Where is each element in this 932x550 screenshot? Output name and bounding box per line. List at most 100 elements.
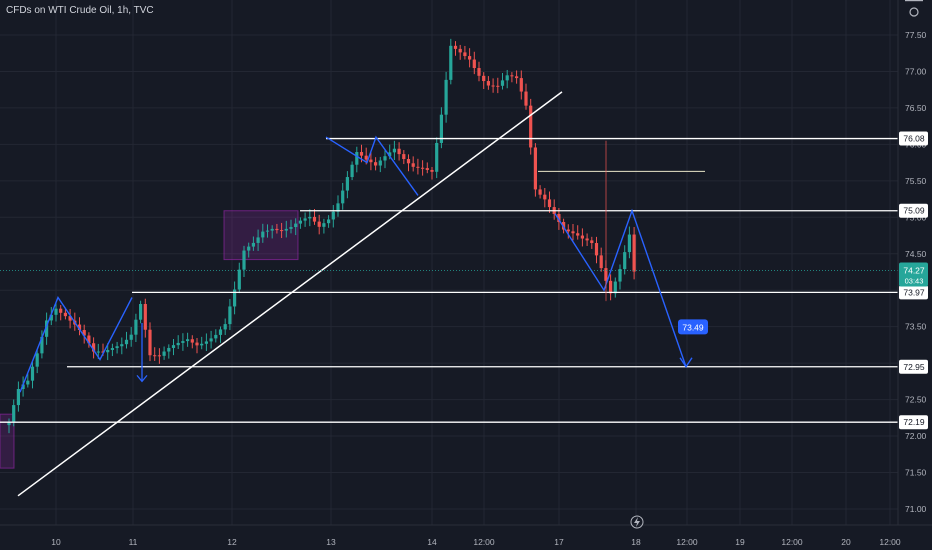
candle-body: [106, 349, 110, 353]
candle-body: [355, 152, 359, 165]
x-tick-label: 12:00: [676, 537, 698, 547]
candle-body: [585, 238, 589, 241]
candle-body: [308, 216, 312, 219]
candle-body: [547, 199, 552, 208]
candle-body: [538, 189, 542, 195]
y-tick-label: 72.50: [905, 395, 927, 405]
level-price-label: 75.09: [903, 206, 925, 216]
candle-body: [411, 163, 415, 167]
y-tick-label: 77.00: [905, 66, 927, 76]
candle-body: [519, 78, 523, 92]
level-price-label: 72.95: [903, 362, 925, 372]
lightning-icon: [630, 515, 644, 529]
candle-body: [242, 250, 246, 270]
level-price-tag: [899, 131, 928, 146]
candle-body: [406, 159, 411, 164]
candles: [7, 38, 636, 434]
candle-body: [139, 303, 143, 320]
candle-body: [294, 223, 298, 228]
x-tick-label: 20: [841, 537, 851, 547]
x-tick-label: 10: [51, 537, 61, 547]
candle-body: [186, 339, 190, 342]
candle-body: [590, 240, 594, 244]
level-price-label: 72.19: [903, 417, 925, 427]
candle-body: [289, 227, 293, 229]
candle-body: [129, 334, 133, 340]
candle-body: [82, 330, 86, 336]
candle-body: [115, 346, 119, 349]
level-price-tag: [899, 359, 928, 374]
candle-body: [449, 45, 453, 80]
candle-body: [369, 159, 373, 163]
x-tick-label: 13: [326, 537, 336, 547]
candle-body: [200, 343, 204, 346]
candle-body: [265, 230, 270, 232]
candle-body: [435, 142, 439, 172]
lightning-icon-ring: [630, 515, 644, 529]
candle-body: [505, 75, 509, 81]
candle-body: [327, 219, 331, 224]
gear-icon-ring: [909, 7, 919, 17]
candle-body: [388, 152, 392, 157]
candle-body: [87, 335, 91, 344]
candle-body: [623, 252, 627, 270]
candle-body: [218, 329, 223, 335]
candle-body: [35, 353, 39, 367]
lightning-icon-glyph: [634, 517, 640, 527]
level-price-tag: [899, 415, 928, 430]
candle-body: [237, 269, 241, 290]
x-tick-label: 18: [631, 537, 641, 547]
candle-body: [162, 351, 166, 356]
candle-body: [576, 233, 580, 236]
x-tick-label: 14: [427, 537, 437, 547]
candle-body: [275, 228, 279, 231]
candle-body: [515, 76, 519, 79]
candle-body: [63, 312, 67, 317]
candle-body: [167, 347, 171, 352]
candle-body: [364, 155, 368, 160]
zigzag-drawing: [554, 208, 687, 367]
current-price-tag: [899, 262, 928, 287]
arrow-head: [136, 374, 148, 383]
current-price-label: 74.27: [903, 266, 925, 276]
candle-body: [341, 190, 345, 204]
candle-body: [571, 231, 575, 234]
candle-body: [444, 79, 448, 115]
candle-body: [543, 194, 547, 200]
candle-body: [233, 289, 237, 307]
candle-body: [54, 308, 58, 315]
gear-icon-bar: [905, 0, 923, 2]
candle-body: [397, 148, 401, 155]
candle-body: [562, 222, 566, 230]
candle-body: [120, 344, 124, 347]
candle-body: [92, 343, 96, 352]
candle-body: [298, 220, 302, 224]
candle-body: [529, 105, 533, 148]
candle-body: [256, 237, 260, 243]
candle-body: [425, 168, 429, 170]
candle-body: [599, 255, 603, 269]
candle-body: [613, 281, 617, 294]
candle-body: [171, 345, 176, 348]
candle-body: [491, 85, 495, 87]
candle-body: [303, 218, 307, 221]
bar-countdown-label: 03:43: [905, 277, 924, 286]
gear-icon[interactable]: [905, 0, 923, 17]
candle-body: [270, 228, 274, 231]
candle-body: [190, 339, 194, 343]
highlight-zone: [0, 413, 15, 469]
candle-body: [312, 216, 317, 222]
candle-body: [49, 314, 53, 321]
candle-body: [134, 319, 138, 335]
candle-body: [524, 91, 528, 106]
candle-body: [181, 341, 185, 343]
level-price-tag: [899, 203, 928, 218]
trendline: [17, 91, 563, 497]
candle-body: [345, 177, 349, 191]
candle-body: [40, 336, 44, 354]
candle-body: [350, 164, 354, 178]
candle-body: [392, 148, 396, 153]
candle-body: [453, 45, 458, 49]
